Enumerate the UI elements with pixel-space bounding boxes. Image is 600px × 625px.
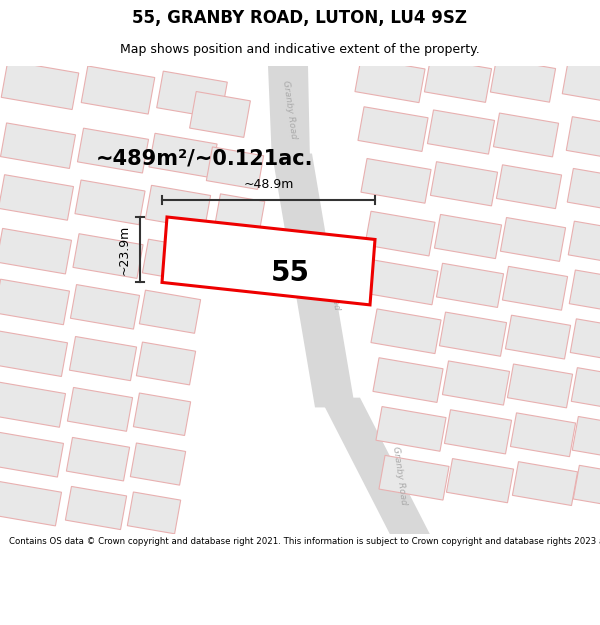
Polygon shape: [145, 185, 211, 229]
Polygon shape: [512, 462, 578, 506]
Text: Contains OS data © Crown copyright and database right 2021. This information is : Contains OS data © Crown copyright and d…: [9, 537, 600, 546]
Polygon shape: [379, 456, 449, 500]
Polygon shape: [127, 492, 181, 534]
Polygon shape: [1, 123, 76, 169]
Polygon shape: [215, 194, 265, 231]
Polygon shape: [373, 357, 443, 402]
Polygon shape: [376, 407, 446, 451]
Polygon shape: [502, 266, 568, 310]
Polygon shape: [569, 270, 600, 311]
Polygon shape: [358, 107, 428, 151]
Text: Granby Road: Granby Road: [281, 80, 299, 139]
Polygon shape: [434, 214, 502, 259]
Polygon shape: [81, 66, 155, 114]
Polygon shape: [436, 263, 503, 308]
Polygon shape: [0, 175, 74, 220]
Text: ~48.9m: ~48.9m: [244, 178, 293, 191]
Polygon shape: [368, 260, 438, 305]
Polygon shape: [508, 364, 572, 408]
Polygon shape: [566, 117, 600, 157]
Polygon shape: [500, 217, 566, 261]
Polygon shape: [573, 466, 600, 506]
Polygon shape: [223, 234, 267, 268]
Polygon shape: [73, 234, 143, 278]
Polygon shape: [133, 393, 191, 436]
Polygon shape: [490, 58, 556, 102]
Polygon shape: [568, 221, 600, 262]
Polygon shape: [190, 91, 250, 138]
Polygon shape: [439, 312, 506, 356]
Polygon shape: [206, 147, 263, 189]
Polygon shape: [424, 58, 491, 102]
Polygon shape: [446, 459, 514, 503]
Polygon shape: [496, 165, 562, 209]
Polygon shape: [142, 239, 206, 282]
Polygon shape: [571, 368, 600, 408]
Polygon shape: [572, 416, 600, 457]
Polygon shape: [320, 398, 430, 534]
Text: Granby Road: Granby Road: [391, 446, 409, 506]
Polygon shape: [75, 180, 145, 224]
Polygon shape: [355, 58, 425, 102]
Polygon shape: [1, 61, 79, 109]
Polygon shape: [139, 290, 200, 333]
Polygon shape: [0, 431, 64, 477]
Polygon shape: [70, 336, 137, 381]
Polygon shape: [570, 319, 600, 359]
Polygon shape: [0, 279, 70, 325]
Polygon shape: [493, 113, 559, 157]
Polygon shape: [427, 110, 494, 154]
Polygon shape: [272, 154, 355, 408]
Polygon shape: [430, 162, 497, 206]
Polygon shape: [511, 413, 575, 457]
Text: 55: 55: [271, 259, 310, 287]
Polygon shape: [157, 71, 227, 119]
Polygon shape: [371, 309, 441, 354]
Polygon shape: [0, 481, 62, 526]
Polygon shape: [149, 133, 217, 178]
Polygon shape: [67, 388, 133, 431]
Text: 55, GRANBY ROAD, LUTON, LU4 9SZ: 55, GRANBY ROAD, LUTON, LU4 9SZ: [133, 9, 467, 28]
Polygon shape: [562, 60, 600, 101]
Polygon shape: [268, 66, 310, 163]
Polygon shape: [445, 410, 512, 454]
Polygon shape: [361, 159, 431, 203]
Text: Map shows position and indicative extent of the property.: Map shows position and indicative extent…: [120, 42, 480, 56]
Polygon shape: [130, 443, 185, 485]
Polygon shape: [65, 486, 127, 529]
Text: Granby Road: Granby Road: [325, 251, 341, 310]
Polygon shape: [70, 284, 140, 329]
Polygon shape: [442, 361, 509, 405]
Text: ~489m²/~0.121ac.: ~489m²/~0.121ac.: [96, 148, 314, 168]
Polygon shape: [505, 315, 571, 359]
Polygon shape: [0, 331, 68, 376]
Polygon shape: [136, 342, 196, 385]
Polygon shape: [0, 382, 65, 428]
Polygon shape: [0, 228, 71, 274]
Polygon shape: [365, 211, 435, 256]
Polygon shape: [567, 169, 600, 209]
Text: ~23.9m: ~23.9m: [118, 224, 131, 275]
Polygon shape: [77, 128, 149, 173]
Polygon shape: [162, 217, 375, 305]
Polygon shape: [67, 438, 130, 481]
